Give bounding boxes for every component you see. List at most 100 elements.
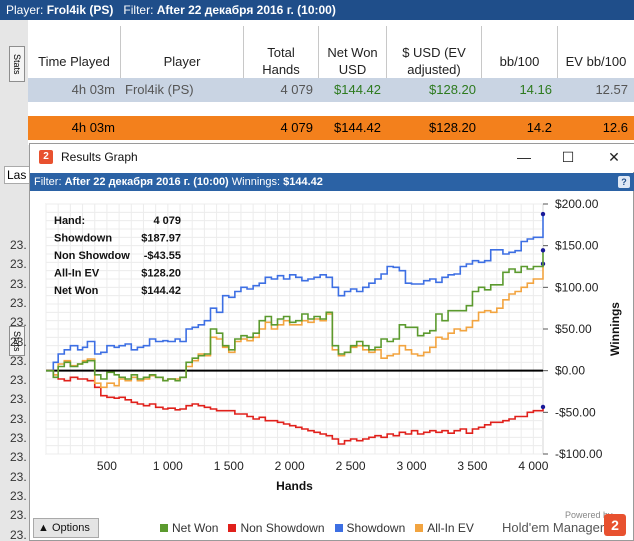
chart-legend: Net Won Non Showdown Showdown All-In EV — [160, 520, 474, 536]
legend-label: Showdown — [346, 521, 406, 535]
legend-item[interactable]: Showdown — [334, 520, 406, 536]
stats-box-label: All-In EV — [54, 268, 100, 280]
y-tick-label: $150.00 — [555, 239, 599, 253]
col-bb100[interactable]: bb/100 — [482, 26, 558, 96]
y-tick-label: $0.00 — [555, 364, 585, 378]
winnings-value: $144.42 — [283, 176, 323, 188]
legend-swatch — [160, 524, 168, 532]
cell-time: 4h 03m — [71, 82, 115, 97]
legend-swatch — [334, 524, 343, 532]
x-tick-label: 1 000 — [153, 459, 183, 473]
y-tick-label: $100.00 — [555, 280, 599, 294]
total-time: 4h 03m — [71, 120, 115, 135]
player-label: Player: — [6, 3, 44, 17]
stats-tab[interactable]: Stats — [9, 46, 25, 82]
col-net-won[interactable]: Net Won USD — [319, 26, 387, 96]
options-label: Options — [51, 522, 90, 534]
background-list-item: 23. — [10, 373, 27, 388]
close-button[interactable]: ✕ — [608, 149, 620, 165]
x-tick-label: 2 500 — [336, 459, 366, 473]
legend-item[interactable]: All-In EV — [415, 520, 474, 536]
background-list-item: 23. — [10, 527, 27, 541]
col-time-played[interactable]: Time Played — [28, 26, 121, 96]
y-tick-label: -$100.00 — [555, 447, 603, 461]
cell-hands: 4 079 — [280, 82, 313, 97]
y-tick-label: $50.00 — [555, 322, 592, 336]
options-button[interactable]: ▲ Options — [33, 518, 99, 538]
legend-item[interactable]: Net Won — [160, 520, 218, 536]
maximize-button[interactable]: ☐ — [561, 149, 575, 165]
legend-label: Net Won — [172, 521, 219, 535]
col-player[interactable]: Player — [121, 26, 244, 96]
cell-bb100: 14.16 — [519, 82, 552, 97]
x-tick-label: 1 500 — [214, 459, 244, 473]
x-tick-label: 3 500 — [457, 459, 487, 473]
stats-table: Time Played Player Total Hands Net Won U… — [28, 20, 634, 145]
window-title: Results Graph — [61, 150, 138, 164]
background-list-item: 23. — [10, 469, 27, 484]
background-date-field[interactable]: Las — [4, 166, 30, 184]
stats-box-label: Non Showdow — [54, 250, 130, 262]
total-usd-ev: $128.20 — [429, 120, 476, 135]
powered-by-label: Powered by — [565, 510, 613, 520]
stats-box-label: Showdown — [54, 233, 112, 245]
total-player — [121, 116, 244, 140]
total-net-won: $144.42 — [334, 120, 381, 135]
series-end-point — [540, 211, 546, 217]
background-list-item: 23. — [10, 508, 27, 523]
x-tick-label: 2 000 — [275, 459, 305, 473]
x-tick-label: 4 000 — [518, 459, 548, 473]
stats-box-label: Hand: — [54, 215, 85, 227]
help-icon[interactable]: ? — [618, 176, 630, 188]
results-graph-window: 2 Results Graph — ☐ ✕ Filter: After 22 д… — [29, 143, 634, 541]
background-list-item: 23. — [10, 276, 27, 291]
y-tick-label: -$50.00 — [555, 405, 596, 419]
cell-player: Frol4ik (PS) — [125, 82, 194, 97]
x-tick-label: 500 — [97, 459, 117, 473]
total-bb100: 14.2 — [526, 120, 552, 135]
legend-swatch — [415, 524, 424, 532]
filter-value: After 22 декабря 2016 г. (10:00) — [156, 3, 336, 17]
winnings-label: Winnings: — [231, 176, 281, 188]
stats-box-value: 4 079 — [153, 215, 181, 227]
player-value: Frol4ik (PS) — [46, 3, 114, 17]
background-list-item: 23. — [10, 353, 27, 368]
series-line-showdown — [46, 214, 544, 372]
col-ev-bb100[interactable]: EV bb/100 — [565, 53, 627, 69]
stats-box-value: $187.97 — [141, 233, 181, 245]
total-ev-bb100: 12.6 — [602, 120, 628, 135]
series-line-non-showdown — [46, 369, 544, 445]
col-total-hands[interactable]: Total Hands — [244, 26, 319, 96]
background-list-item: 23. — [10, 238, 27, 252]
brand-name: Hold'em Manager — [502, 520, 605, 535]
col-usd-ev[interactable]: $ USD (EV adjusted) — [387, 26, 482, 96]
table-total-row: 4h 03m 4 079 $144.42 $128.20 14.2 12.6 — [28, 116, 634, 140]
stats-box-label: Net Won — [54, 285, 99, 297]
y-tick-label: $200.00 — [555, 197, 599, 211]
cell-ev-bb100: 12.57 — [595, 82, 628, 97]
legend-label: Non Showdown — [240, 521, 325, 535]
window-title-bar[interactable]: 2 Results Graph — ☐ ✕ — [30, 144, 634, 172]
minimize-button[interactable]: — — [517, 149, 531, 165]
y-axis-label: Winnings — [608, 302, 622, 356]
cell-usd-ev: $128.20 — [429, 82, 476, 97]
stats-tab-secondary[interactable]: Stats — [9, 326, 25, 356]
stats-box-value: -$43.55 — [144, 250, 181, 262]
legend-label: All-In EV — [427, 521, 474, 535]
graph-filter-label: Filter: — [34, 176, 62, 188]
legend-item[interactable]: Non Showdown — [228, 520, 325, 536]
stats-box-value: $144.42 — [141, 285, 181, 297]
graph-filter-bar: Filter: After 22 декабря 2016 г. (10:00)… — [30, 173, 634, 191]
background-list-item: 23. — [10, 295, 27, 310]
series-end-point — [540, 404, 546, 410]
filter-label: Filter: — [123, 3, 154, 17]
x-tick-label: 3 000 — [397, 459, 427, 473]
legend-swatch — [228, 524, 237, 532]
table-row[interactable]: 4h 03m Frol4ik (PS) 4 079 $144.42 $128.2… — [28, 78, 634, 102]
background-list-item: 23. — [10, 450, 27, 465]
series-end-point — [540, 248, 546, 253]
results-chart: $200.00 $150.00 $100.00 $50.00 $0.00 -$50.00 -… — [45, 197, 622, 493]
stats-box-value: $128.20 — [141, 268, 181, 280]
hm2-logo-icon: 2 — [39, 150, 53, 164]
